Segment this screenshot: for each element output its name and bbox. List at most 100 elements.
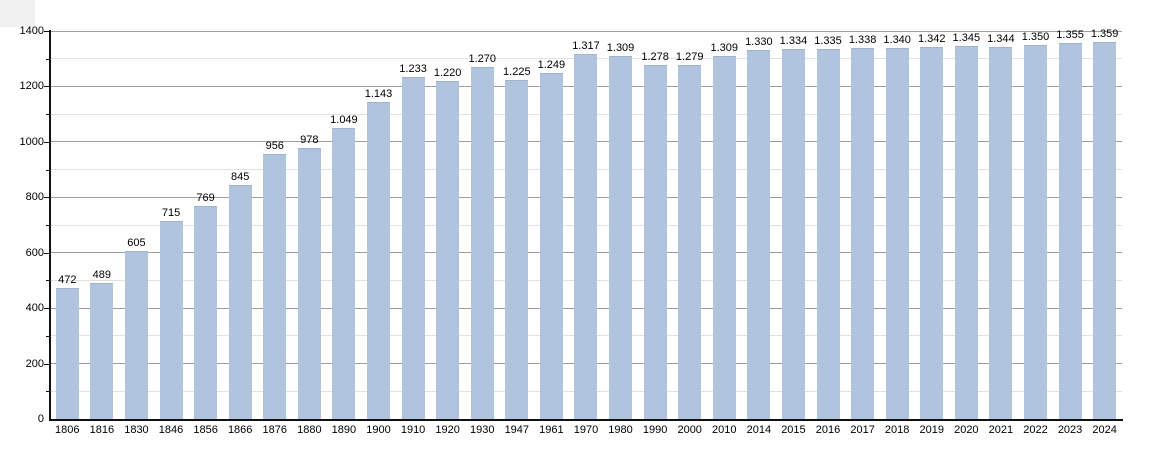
bar-value-label: 1.359 [1090, 28, 1119, 41]
bar [1093, 42, 1117, 419]
x-axis-tick-label: 1890 [331, 424, 357, 436]
bar-value-label: 1.220 [433, 66, 462, 79]
bar-group: 1.334 [776, 31, 811, 419]
bar [55, 288, 79, 419]
bar-value-label: 1.225 [503, 65, 531, 78]
bar-group: 769 [188, 31, 223, 419]
x-axis-tick-label: 2018 [884, 424, 910, 436]
x-axis-tick-label: 2020 [954, 424, 979, 436]
y-axis-tick [46, 114, 49, 116]
x-axis-tick-label: 1856 [193, 424, 218, 436]
bar [124, 251, 148, 419]
bar-group: 1.345 [949, 31, 984, 419]
bar [159, 220, 183, 419]
bar-group: 1.350 [1018, 31, 1053, 419]
bar-value-label: 1.334 [779, 35, 808, 48]
bar [920, 47, 944, 419]
bar-value-label: 769 [196, 191, 215, 204]
bar-value-label: 489 [92, 269, 112, 282]
y-axis-tick [44, 308, 49, 310]
bar-value-label: 1.344 [987, 32, 1015, 45]
bar [90, 283, 114, 419]
bar [816, 49, 840, 419]
bar [678, 64, 702, 419]
y-axis-labels: 0 200 400 600 800 1000 1200 1400 [0, 25, 44, 425]
bar-group: 1.359 [1087, 28, 1122, 419]
x-axis-tick-label: 1961 [539, 424, 564, 436]
bar-group: 1.330 [742, 31, 777, 419]
bar-group: 1.335 [811, 31, 846, 419]
bar-group: 715 [154, 31, 189, 419]
plot-area: 472 489 605 715 769 845 956 978 1.049 1.143 1.233 1… [50, 28, 1122, 419]
bar-value-label: 1.330 [745, 36, 773, 49]
gridline-major [50, 30, 1122, 32]
y-axis-tick [46, 391, 49, 393]
bar-value-label: 1.278 [641, 50, 669, 63]
x-axis-tick-label: 1947 [504, 424, 530, 436]
bar [885, 47, 909, 419]
bar [1023, 44, 1047, 419]
x-axis-line [49, 419, 1123, 421]
bar-value-label: 956 [265, 140, 284, 153]
x-axis-tick-label: 2023 [1057, 424, 1083, 436]
bar-group: 1.317 [569, 31, 604, 419]
y-axis-tick [46, 169, 49, 171]
y-axis-tick-label: 1000 [19, 135, 44, 148]
bar [470, 67, 494, 419]
bar [851, 48, 875, 419]
y-axis-tick-label: 400 [25, 302, 44, 315]
bar-group: 1.278 [638, 31, 673, 419]
bar [332, 128, 356, 419]
bar [401, 77, 425, 419]
bar-value-label: 1.350 [1021, 30, 1050, 43]
bar-value-label: 605 [127, 237, 146, 250]
x-axis-tick-label: 1900 [366, 424, 391, 436]
y-axis-tick [44, 363, 49, 365]
x-axis-tick-label: 2015 [781, 424, 806, 436]
bar-group: 1.279 [672, 31, 707, 419]
bar [1058, 43, 1082, 419]
bar-value-label: 1.279 [675, 50, 704, 63]
bar-group: 1.309 [603, 31, 638, 419]
bar-group: 1.309 [707, 31, 742, 419]
y-axis-tick [44, 197, 49, 199]
bar [297, 147, 321, 419]
bar [436, 80, 460, 419]
x-axis-tick-label: 2010 [712, 424, 737, 436]
y-axis-line [49, 30, 51, 420]
bar-group: 1.340 [880, 31, 915, 419]
bars-row: 472 489 605 715 769 845 956 978 1.049 1.143 1.233 1… [50, 28, 1122, 419]
x-axis-tick-label: 2017 [850, 424, 875, 436]
x-axis-tick-label: 1806 [55, 424, 80, 436]
x-axis-tick-label: 1876 [262, 424, 287, 436]
bar [643, 64, 667, 419]
bar-value-label: 1.355 [1056, 29, 1084, 42]
x-axis-tick-label: 1880 [297, 424, 322, 436]
y-axis-tick [44, 86, 49, 88]
y-axis-tick-label: 600 [25, 246, 44, 259]
page-corner-artifact [0, 0, 35, 27]
bar-group: 1.143 [361, 31, 396, 419]
bar [989, 46, 1013, 419]
bar [366, 102, 390, 419]
bar [712, 56, 736, 419]
bar-value-label: 978 [300, 133, 319, 146]
y-axis-tick-label: 1400 [19, 25, 44, 37]
bar-value-label: 1.340 [883, 33, 911, 46]
bar-group: 489 [85, 31, 120, 419]
x-axis-tick-label: 2021 [988, 424, 1014, 436]
bar-value-label: 845 [230, 170, 250, 183]
bar-group: 1.338 [845, 31, 880, 419]
bar [781, 49, 805, 419]
bar [747, 50, 771, 419]
bar-value-label: 1.338 [848, 34, 877, 47]
x-axis-labels: 1806 1816 1830 1846 1856 1866 1876 1880 1890 1900… [50, 424, 1122, 437]
y-axis-tick [44, 252, 49, 254]
bar-value-label: 1.309 [710, 42, 739, 55]
bar-value-label: 715 [161, 206, 181, 219]
y-axis-tick [44, 141, 49, 143]
bar-group: 1.049 [327, 31, 362, 419]
y-axis-tick [46, 335, 49, 337]
bar [574, 54, 598, 419]
